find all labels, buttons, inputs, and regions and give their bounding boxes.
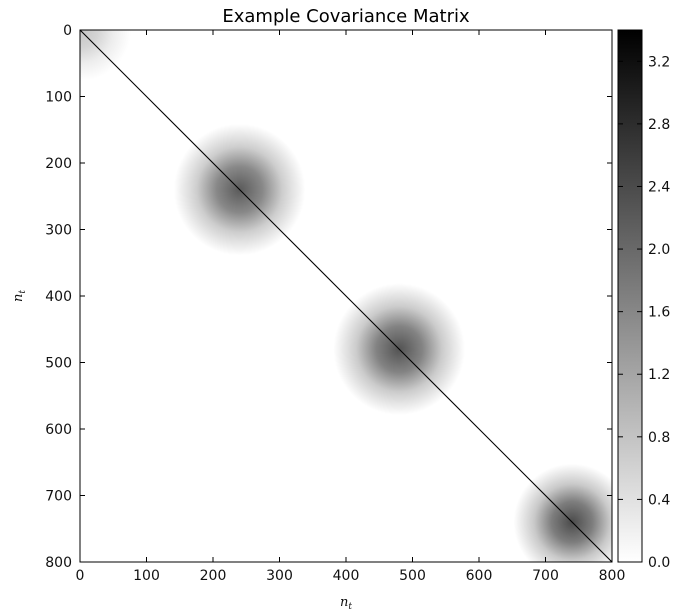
x-tick-label: 300 (266, 568, 293, 584)
colorbar-tick-label: 0.0 (648, 555, 670, 571)
x-tick-label: 600 (466, 568, 493, 584)
colorbar-tick-label: 1.6 (648, 305, 670, 321)
x-tick-label: 700 (532, 568, 559, 584)
x-tick-label: 0 (76, 568, 85, 584)
x-tick-label: 500 (399, 568, 426, 584)
x-axis: 0 100 200 300 400 500 600 700 800 (76, 30, 626, 584)
colorbar-tick-label: 2.0 (648, 242, 670, 258)
y-axis-label: nt (11, 290, 28, 302)
colorbar (617, 29, 643, 563)
x-tick-label: 100 (133, 568, 160, 584)
diagonal-line (80, 30, 612, 562)
x-tick-label: 200 (200, 568, 227, 584)
x-axis-label-subscript: t (348, 602, 352, 612)
y-tick-label: 200 (45, 156, 72, 172)
x-axis-label: nt (340, 595, 352, 612)
colorbar-tick-label: 1.2 (648, 367, 670, 383)
y-tick-label: 800 (45, 555, 72, 571)
x-tick-label: 400 (333, 568, 360, 584)
y-tick-label: 0 (63, 23, 72, 39)
y-tick-label: 600 (45, 422, 72, 438)
colorbar-tick-label: 3.2 (648, 54, 670, 70)
y-axis: 0 100 200 300 400 500 600 700 800 (45, 23, 612, 571)
x-axis-label-main: n (340, 595, 348, 610)
x-tick-label: 800 (599, 568, 626, 584)
colorbar-tick-label: 2.8 (648, 117, 670, 133)
colorbar-tick-label: 2.4 (648, 179, 670, 195)
y-tick-label: 400 (45, 289, 72, 305)
colorbar-ticks: 0.0 0.4 0.8 1.2 1.6 2.0 2.4 2.8 3.2 (618, 54, 670, 571)
y-tick-label: 700 (45, 489, 72, 505)
colorbar-tick-label: 0.8 (648, 430, 670, 446)
heatmap-layer (80, 30, 612, 562)
y-tick-label: 300 (45, 223, 72, 239)
y-tick-label: 100 (45, 90, 72, 106)
y-axis-label-subscript: t (18, 290, 28, 294)
chart-title: Example Covariance Matrix (222, 6, 470, 27)
y-tick-label: 500 (45, 356, 72, 372)
y-axis-label-main: n (11, 294, 26, 302)
colorbar-tick-label: 0.4 (648, 492, 670, 508)
